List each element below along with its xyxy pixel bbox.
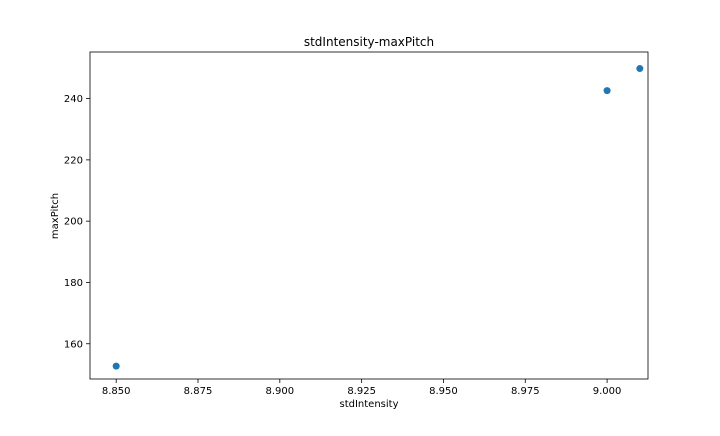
y-axis-label: maxPitch (50, 193, 61, 239)
y-tick-label: 180 (64, 278, 83, 289)
x-tick-label: 8.925 (347, 386, 376, 397)
plot-border (89, 51, 649, 380)
chart-title: stdIntensity-maxPitch (304, 35, 434, 49)
scatter-point (112, 362, 120, 370)
y-tick-label: 200 (64, 217, 83, 228)
scatter-point (603, 87, 611, 95)
y-tick-label: 160 (64, 339, 83, 350)
x-axis: 8.850 8.875 8.900 8.925 8.950 8.975 9.000 (102, 379, 622, 397)
y-tick-label: 220 (64, 155, 83, 166)
x-tick-label: 9.000 (593, 386, 622, 397)
y-tick-label: 240 (64, 94, 83, 105)
x-tick-label: 8.875 (184, 386, 213, 397)
x-tick-label: 8.850 (102, 386, 131, 397)
x-axis-label: stdIntensity (339, 399, 398, 410)
y-axis: 160 180 200 220 240 (64, 94, 90, 350)
plot-area (89, 51, 649, 380)
x-tick-label: 8.950 (429, 386, 458, 397)
x-tick-label: 8.975 (511, 386, 540, 397)
data-points (112, 65, 644, 370)
x-tick-label: 8.900 (265, 386, 294, 397)
scatter-point (636, 65, 644, 73)
